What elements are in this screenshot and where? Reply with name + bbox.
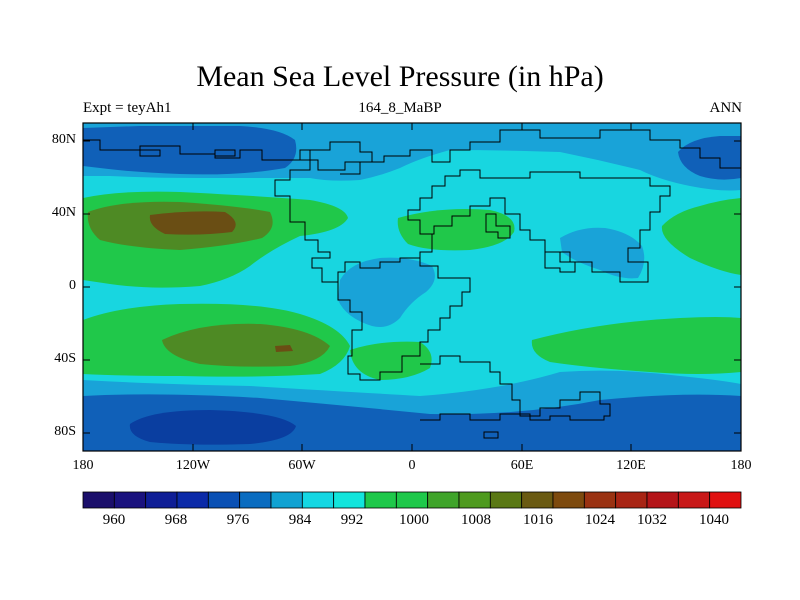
colorbar-swatch (82, 491, 115, 509)
colorbar-swatch (113, 491, 147, 509)
field-india-low (560, 227, 645, 279)
coast-arabia (485, 213, 511, 239)
coast-india (544, 251, 576, 273)
colorbar-label: 1032 (637, 512, 667, 528)
lon-label-120e: 120E (616, 458, 646, 473)
colorbar-swatch (427, 491, 460, 509)
colorbar-swatch (207, 491, 241, 509)
colorbar-label: 1008 (461, 512, 491, 528)
colorbar-swatch (615, 491, 648, 509)
season-label: ANN (709, 100, 743, 116)
colorbar-label: 984 (288, 512, 312, 528)
colorbar-label: 1040 (699, 512, 729, 528)
colorbar-label: 1016 (523, 512, 553, 528)
colorbar-swatch (395, 491, 429, 509)
field-africa-low (338, 257, 435, 327)
coast-greenland (300, 141, 373, 171)
pressure-field (83, 123, 741, 451)
colorbar-swatch (583, 491, 617, 509)
colorbar-label: 968 (164, 512, 188, 528)
field-north-high-max (149, 211, 236, 235)
lon-label-0: 0 (408, 458, 416, 473)
lat-label-40n: 40N (51, 205, 76, 220)
experiment-label: Expt = teyAh1 (83, 100, 172, 116)
colorbar-swatch (333, 491, 366, 509)
colorbar-swatch (646, 491, 679, 509)
coast-antarctic-islands (483, 431, 499, 439)
colorbar-label: 1024 (585, 512, 615, 528)
colorbar-label: 1000 (399, 512, 429, 528)
colorbar (82, 491, 742, 509)
lon-label-60e: 60E (510, 458, 534, 473)
field-asia-high (397, 209, 515, 251)
lon-label-60w: 60W (288, 458, 316, 473)
coast-arctic-islands (139, 149, 236, 157)
field-pacific-high (661, 198, 741, 275)
colorbar-swatch (301, 491, 335, 509)
colorbar-swatch (239, 491, 272, 509)
lon-label-180e: 180 (730, 458, 752, 473)
coast-eurasia (340, 129, 741, 175)
lat-label-40s: 40S (54, 351, 76, 366)
colorbar-swatch (270, 491, 303, 509)
lon-label-180w: 180 (72, 458, 94, 473)
coast-south-america (337, 257, 471, 381)
period-label: 164_8_MaBP (358, 100, 442, 116)
colorbar-label: 976 (226, 512, 250, 528)
colorbar-swatch (458, 491, 491, 509)
field-south-high-west-max (275, 345, 293, 352)
lat-label-80n: 80N (51, 132, 76, 147)
colorbar-label: 960 (102, 512, 126, 528)
colorbar-swatch (709, 491, 742, 509)
coast-africa (419, 234, 433, 266)
colorbar-swatch (552, 491, 585, 509)
field-south-high-east (531, 317, 741, 374)
lat-label-80s: 80S (54, 424, 76, 439)
colorbar-label: 992 (340, 512, 364, 528)
lat-label-0: 0 (69, 278, 76, 293)
field-south-high-west-core (162, 323, 330, 367)
colorbar-swatch (145, 491, 178, 509)
coastlines (83, 129, 741, 439)
colorbar-swatch (677, 491, 711, 509)
field-south-deep-low (129, 410, 296, 445)
colorbar-swatch (521, 491, 554, 509)
coast-asia-east (407, 169, 671, 283)
colorbar-swatch (364, 491, 397, 509)
axis-ticks (83, 123, 741, 451)
colorbar-swatch (176, 491, 209, 509)
lon-label-120w: 120W (175, 458, 211, 473)
colorbar-swatch (489, 491, 523, 509)
map-title: Mean Sea Level Pressure (in hPa) (196, 60, 604, 93)
field-south-high-atlantic (350, 341, 432, 380)
coast-north-america (83, 139, 338, 283)
coast-australia-antarctic (420, 355, 611, 421)
field-north-low-1 (83, 126, 297, 175)
